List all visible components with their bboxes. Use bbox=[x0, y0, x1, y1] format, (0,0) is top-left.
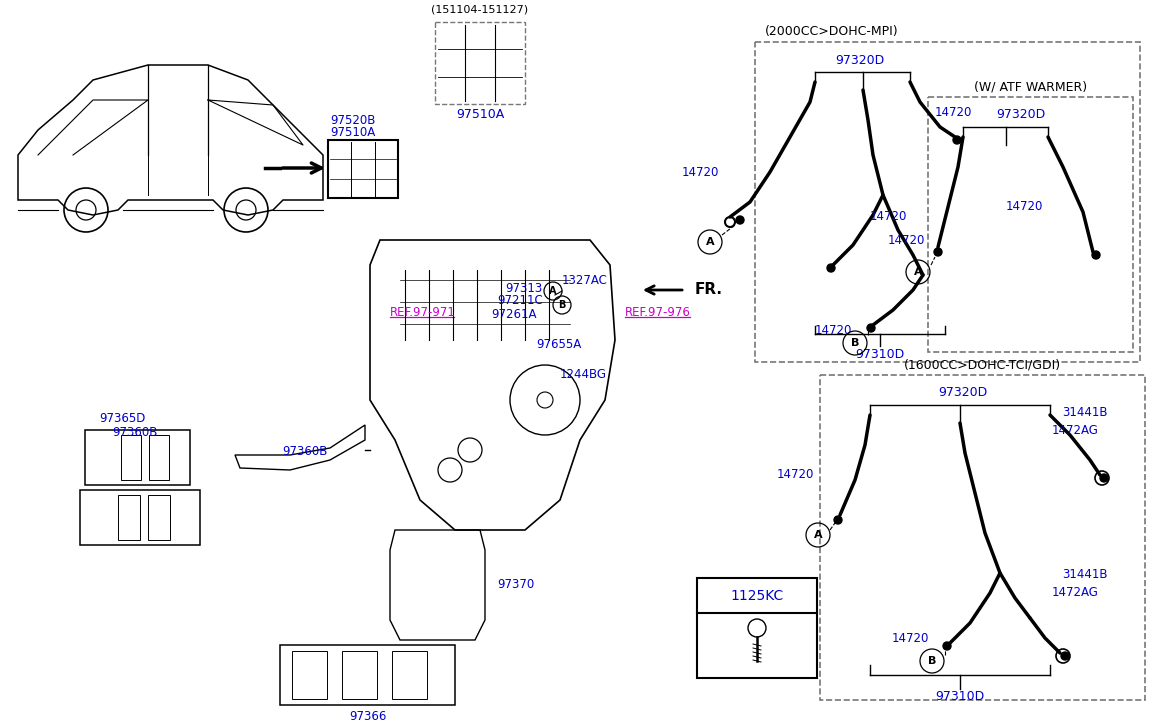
Text: (1600CC>DOHC-TCI/GDI): (1600CC>DOHC-TCI/GDI) bbox=[904, 358, 1061, 371]
Text: A: A bbox=[813, 530, 823, 540]
Text: 1244BG: 1244BG bbox=[560, 369, 607, 382]
Text: 97261A: 97261A bbox=[491, 308, 537, 321]
Bar bbox=[80, 490, 200, 545]
Text: 97320D: 97320D bbox=[996, 108, 1046, 121]
Text: 14720: 14720 bbox=[777, 468, 813, 481]
Circle shape bbox=[943, 642, 951, 650]
Text: 97510A: 97510A bbox=[456, 108, 504, 121]
Bar bbox=[820, 375, 1146, 700]
Circle shape bbox=[737, 216, 745, 224]
Text: 97310D: 97310D bbox=[935, 691, 985, 704]
Bar bbox=[435, 22, 525, 104]
Circle shape bbox=[867, 324, 876, 332]
Circle shape bbox=[1061, 652, 1069, 660]
Bar bbox=[292, 651, 327, 699]
Text: (W/ ATF WARMER): (W/ ATF WARMER) bbox=[974, 81, 1087, 94]
Circle shape bbox=[934, 248, 942, 256]
Bar bbox=[148, 495, 170, 540]
Bar bbox=[121, 435, 141, 480]
Text: (2000CC>DOHC-MPI): (2000CC>DOHC-MPI) bbox=[765, 25, 899, 39]
Text: 97211C: 97211C bbox=[498, 294, 542, 308]
Text: A: A bbox=[549, 286, 557, 296]
Circle shape bbox=[953, 136, 961, 144]
Circle shape bbox=[834, 516, 842, 524]
Bar bbox=[149, 435, 169, 480]
Text: 97360B: 97360B bbox=[283, 445, 327, 458]
Text: 97510A: 97510A bbox=[331, 126, 376, 139]
Circle shape bbox=[827, 264, 835, 272]
Text: 97366: 97366 bbox=[349, 710, 386, 723]
Text: 97360B: 97360B bbox=[113, 427, 157, 440]
Text: 97365D: 97365D bbox=[99, 412, 146, 425]
Bar bbox=[327, 140, 398, 198]
Text: 14720: 14720 bbox=[815, 324, 851, 337]
Text: REF.97-971: REF.97-971 bbox=[390, 305, 456, 318]
Text: B: B bbox=[927, 656, 936, 666]
Circle shape bbox=[1092, 251, 1100, 259]
Text: A: A bbox=[705, 237, 715, 247]
Text: 97370: 97370 bbox=[498, 579, 534, 592]
Text: 97655A: 97655A bbox=[535, 339, 581, 351]
Text: 1472AG: 1472AG bbox=[1051, 587, 1098, 600]
Bar bbox=[755, 42, 1140, 362]
Circle shape bbox=[1100, 474, 1108, 482]
Text: 97320D: 97320D bbox=[835, 54, 885, 66]
Text: B: B bbox=[558, 300, 565, 310]
Bar bbox=[280, 645, 455, 705]
Text: B: B bbox=[850, 338, 859, 348]
Text: 14720: 14720 bbox=[1005, 201, 1043, 214]
Text: A: A bbox=[913, 267, 923, 277]
Text: 14720: 14720 bbox=[935, 105, 972, 119]
Text: 1472AG: 1472AG bbox=[1051, 424, 1098, 436]
Text: REF.97-976: REF.97-976 bbox=[625, 305, 691, 318]
Text: 97310D: 97310D bbox=[855, 348, 904, 361]
Text: 1125KC: 1125KC bbox=[731, 589, 784, 603]
Text: 31441B: 31441B bbox=[1062, 569, 1108, 582]
Text: FR.: FR. bbox=[695, 283, 723, 297]
Bar bbox=[392, 651, 427, 699]
Text: 14720: 14720 bbox=[681, 166, 718, 179]
Bar bbox=[697, 578, 817, 678]
Text: 31441B: 31441B bbox=[1062, 406, 1108, 419]
Bar bbox=[85, 430, 190, 485]
Bar bbox=[118, 495, 140, 540]
Text: 97520B: 97520B bbox=[330, 113, 376, 126]
Text: 1327AC: 1327AC bbox=[562, 275, 608, 287]
Text: 14720: 14720 bbox=[892, 632, 928, 645]
Text: (151104-151127): (151104-151127) bbox=[431, 5, 529, 15]
Bar bbox=[342, 651, 377, 699]
Text: 14720: 14720 bbox=[870, 211, 907, 223]
Text: 97320D: 97320D bbox=[938, 385, 987, 398]
Text: 14720: 14720 bbox=[888, 233, 925, 246]
Bar bbox=[928, 97, 1133, 352]
Text: 97313: 97313 bbox=[506, 281, 542, 294]
